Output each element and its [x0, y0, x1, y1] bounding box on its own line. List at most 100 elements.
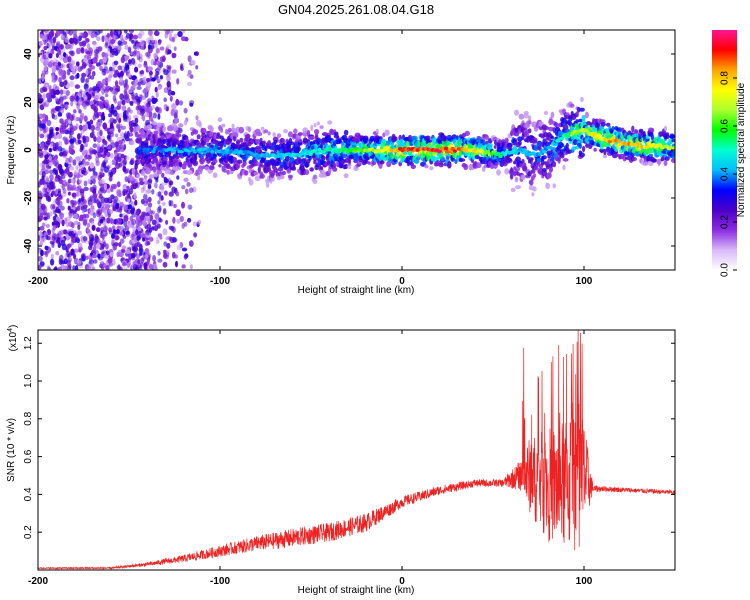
- spectrogram-noise-cell: [90, 237, 95, 242]
- spectrogram-noise-cell: [65, 112, 72, 118]
- spectrogram-noise-cell: [146, 189, 152, 194]
- spectrogram-noise-cell: [103, 52, 109, 58]
- spectrogram-noise-cell: [183, 254, 188, 260]
- spectrogram-ridge-cell: [464, 130, 470, 137]
- spectrogram-noise-cell: [96, 80, 102, 87]
- spectrogram-ridge-cell: [238, 126, 245, 134]
- spectrogram-noise-cell: [148, 70, 153, 76]
- spectrogram-noise-cell: [162, 261, 168, 268]
- spectrogram-noise-cell: [63, 80, 68, 86]
- spectrogram-noise-cell: [156, 60, 161, 66]
- spectrogram-noise-cell: [76, 133, 81, 140]
- spectrogram-noise-cell: [42, 93, 46, 100]
- spectrogram-ridge-cell: [527, 120, 532, 125]
- spectrogram-ridge-cell: [353, 167, 359, 172]
- spectrogram-noise-cell: [92, 246, 97, 251]
- spectrogram-noise-cell: [42, 54, 47, 60]
- spectrogram-ridge-cell: [305, 162, 309, 168]
- spectrogram-ridge-cell: [344, 163, 349, 170]
- spectrogram-noise-cell: [68, 130, 75, 135]
- spectrogram-noise-cell: [44, 65, 48, 72]
- spectrogram-ridge-cell: [257, 166, 261, 174]
- spectrogram-noise-cell: [155, 91, 159, 98]
- spectrogram-noise-cell: [134, 199, 138, 206]
- spectrogram-noise-cell: [147, 202, 153, 208]
- spectrogram-ridge-cell: [342, 154, 347, 159]
- spectrogram-ridge-cell: [663, 160, 668, 167]
- spectrogram-noise-cell: [120, 131, 124, 139]
- spectrogram-noise-cell: [87, 30, 93, 34]
- spectrogram-noise-cell: [174, 33, 178, 39]
- spectrogram-noise-cell: [61, 219, 65, 227]
- spectrogram-noise-cell: [51, 241, 55, 248]
- spectrogram-ridge-cell: [270, 173, 275, 178]
- spectrogram-noise-cell: [116, 123, 121, 129]
- spectrogram-noise-cell: [140, 95, 147, 101]
- spectrogram-noise-cell: [139, 39, 145, 47]
- spectrogram-ridge-cell: [565, 142, 569, 149]
- spectrogram-noise-cell: [83, 94, 88, 101]
- spectrogram-noise-cell: [41, 171, 46, 178]
- spectrogram-ridge-cell: [149, 164, 153, 171]
- spectrogram-ridge-cell: [550, 111, 555, 119]
- spectrogram-noise-cell: [132, 260, 137, 268]
- spectrogram-noise-cell: [44, 30, 49, 33]
- spectrogram-ridge-core: [522, 148, 527, 152]
- spectrogram-noise-cell: [50, 48, 55, 55]
- spectrogram-ridge-cell: [153, 130, 159, 135]
- spectrogram-noise-cell: [82, 199, 87, 205]
- spectrogram-ridge-cell: [166, 142, 172, 147]
- spectrogram-ridge-cell: [611, 125, 615, 132]
- spectrogram-ridge-cell: [297, 132, 303, 136]
- spectrogram-noise-cell: [195, 65, 199, 70]
- spectrogram-noise-cell: [117, 249, 122, 255]
- spectrogram-ridge-cell: [333, 162, 337, 169]
- spectrogram-noise-cell: [59, 54, 64, 61]
- y-tick-label: 0.4: [23, 487, 34, 501]
- spectrogram-noise-cell: [48, 31, 54, 38]
- spectrogram-noise-cell: [118, 242, 122, 248]
- spectrogram-noise-cell: [154, 42, 158, 49]
- spectrogram-noise-cell: [69, 95, 75, 102]
- spectrogram-noise-cell: [114, 151, 118, 157]
- chart-title: GN04.2025.261.08.04.G18: [278, 2, 434, 17]
- spectrogram-noise-cell: [114, 80, 119, 88]
- spectrogram-noise-cell: [106, 151, 111, 158]
- spectrogram-ridge-cell: [237, 159, 243, 164]
- spectrogram-noise-cell: [62, 52, 67, 58]
- spectrogram-noise-cell: [92, 85, 98, 92]
- spectrogram-ridge-core: [548, 146, 554, 150]
- spectrogram-ridge-cell: [286, 168, 292, 174]
- spectrogram-noise-cell: [39, 33, 44, 39]
- spectrogram-noise-cell: [147, 66, 153, 72]
- spectrogram-noise-cell: [128, 120, 134, 128]
- spectrogram-ridge-cell: [548, 166, 554, 173]
- spectrogram-ridge-cell: [343, 173, 349, 179]
- spectrogram-noise-cell: [187, 204, 193, 210]
- y-tick-label: 0.6: [23, 449, 34, 463]
- spectrogram-noise-cell: [187, 55, 192, 63]
- spectrogram-noise-cell: [78, 35, 82, 42]
- spectrogram-noise-cell: [127, 72, 132, 79]
- spectrogram-ridge-cell: [650, 134, 655, 141]
- x-tick-label: -200: [28, 576, 48, 587]
- spectrogram-noise-cell: [52, 45, 56, 51]
- spectrogram-noise-cell: [119, 201, 124, 208]
- spectrogram-ridge-cell: [254, 175, 261, 182]
- spectrogram-ridge-cell: [340, 160, 346, 165]
- spectrogram-ridge-cell: [308, 135, 315, 140]
- spectrogram-noise-cell: [154, 213, 160, 220]
- y-tick-label: -40: [23, 238, 34, 253]
- spectrogram-noise-cell: [91, 224, 96, 231]
- spectrogram-ridge-core: [559, 136, 564, 141]
- spectrogram-ridge-cell: [276, 133, 282, 139]
- spectrogram-ridge-cell: [580, 96, 584, 103]
- spectrogram-noise-cell: [121, 262, 126, 267]
- spectrogram-noise-cell: [193, 232, 198, 238]
- spectrogram-ridge-cell: [531, 137, 538, 143]
- spectrogram-noise-cell: [85, 69, 89, 76]
- spectrogram-noise-cell: [94, 249, 99, 255]
- spectrogram-ridge-cell: [547, 158, 552, 164]
- spectrogram-noise-cell: [144, 189, 148, 196]
